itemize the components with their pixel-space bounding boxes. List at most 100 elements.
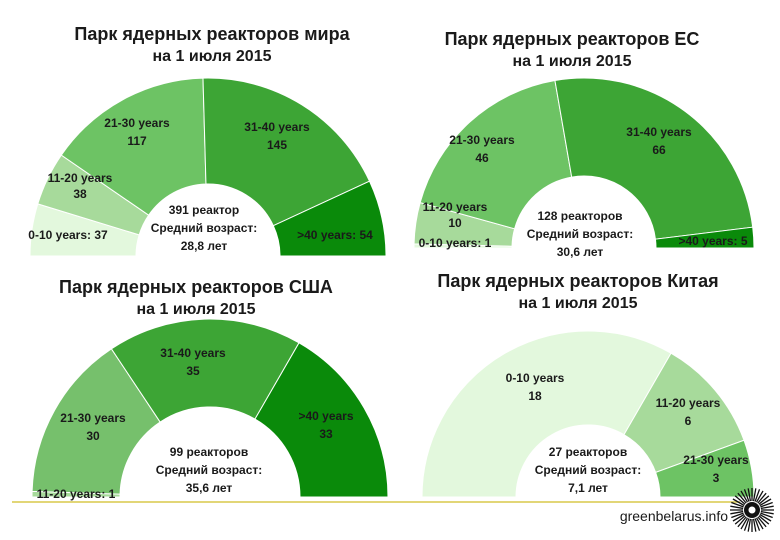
chart-usa-title: Парк ядерных реакторов США: [59, 277, 333, 297]
segment-category-label: 0-10 years: [506, 371, 565, 385]
logo-ray: [760, 501, 773, 508]
logo-ray: [732, 498, 745, 507]
segment-label: 0-10 years: 37: [28, 228, 108, 242]
logo-ray: [760, 512, 773, 519]
chart-usa: Парк ядерных реакторов США на 1 июля 201…: [31, 277, 389, 501]
segment-category-label: 11-20 years: [48, 171, 113, 185]
chart-world-labels: 0-10 years: 37 11-20 years 38 21-30 years 11…: [28, 116, 373, 242]
logo-ray: [754, 489, 761, 502]
chart-usa-center-line-3: 35,6 лет: [186, 481, 233, 495]
logo-ray: [758, 495, 770, 505]
segment-value-label: 6: [685, 414, 692, 428]
segment-21-30-years: [419, 79, 573, 230]
chart-china-title: Парк ядерных реакторов Китая: [437, 271, 718, 291]
segment-0-10-years: [421, 330, 672, 498]
chart-world-subtitle: на 1 июля 2015: [153, 48, 272, 65]
segment-40-years: [272, 180, 387, 257]
segment-40-years: [254, 342, 389, 498]
segment-value-label: 10: [448, 216, 462, 230]
chart-world-segments: [29, 77, 387, 257]
chart-china-labels: 0-10 years 18 11-20 years 6 21-30 years 3: [506, 371, 749, 485]
sunburst-logo-icon: [730, 488, 774, 532]
segment-value-label: 33: [319, 427, 333, 441]
segment-value-label: 30: [86, 429, 100, 443]
chart-china-center-line-3: 7,1 лет: [568, 481, 608, 495]
segment-label: >40 years: 54: [297, 228, 373, 242]
chart-china-center-line-2: Средний возраст:: [535, 463, 642, 477]
logo-ray: [740, 490, 749, 503]
logo-ray: [752, 488, 757, 502]
logo-ray: [759, 513, 772, 522]
segment-category-label: 31-40 years: [244, 120, 310, 134]
logo-ray: [755, 490, 764, 503]
segment-value-label: 66: [652, 143, 666, 157]
logo-ray: [760, 510, 774, 515]
segment-value-label: 18: [528, 389, 542, 403]
chart-usa-center-line-1: 99 реакторов: [170, 445, 248, 459]
segment-category-label: >40 years: [298, 409, 353, 423]
logo-ray: [752, 518, 757, 532]
chart-usa-subtitle: на 1 июля 2015: [137, 301, 256, 318]
chart-world-title: Парк ядерных реакторов мира: [74, 24, 350, 44]
logo-ray: [743, 489, 750, 502]
segment-value-label: 3: [713, 471, 720, 485]
logo-center: [748, 506, 756, 514]
logo-ray: [730, 510, 744, 515]
chart-eu-segments: [413, 77, 755, 249]
chart-china: Парк ядерных реакторов Китая на 1 июля 2…: [421, 271, 755, 498]
logo-ray: [731, 512, 744, 519]
logo-ray: [757, 516, 767, 528]
segment-value-label: 117: [127, 134, 147, 148]
chart-eu-center-line-3: 30,6 лет: [557, 245, 604, 259]
segment-40-years: [654, 226, 755, 249]
chart-eu-subtitle: на 1 июля 2015: [513, 53, 632, 70]
segment-category-label: 21-30 years: [104, 116, 170, 130]
chart-eu-title: Парк ядерных реакторов ЕС: [445, 29, 700, 49]
logo-ray: [734, 495, 746, 505]
chart-china-center-line-1: 27 реакторов: [549, 445, 627, 459]
logo-ray: [730, 505, 744, 510]
logo-ray: [743, 518, 750, 531]
segment-category-label: 31-40 years: [160, 346, 226, 360]
segment-category-label: 21-30 years: [449, 133, 515, 147]
segment-21-30-years: [31, 348, 161, 495]
chart-world: Парк ядерных реакторов мира на 1 июля 20…: [28, 24, 387, 257]
logo-ray: [747, 518, 752, 532]
chart-usa-center-line-2: Средний возраст:: [156, 463, 263, 477]
chart-usa-labels: 11-20 years: 1 21-30 years 30 31-40 years 35…: [37, 346, 354, 501]
chart-eu-center-line-1: 128 реакторов: [537, 209, 622, 223]
logo-ray: [737, 492, 747, 504]
segment-category-label: 21-30 years: [60, 411, 126, 425]
segment-category-label: 21-30 years: [683, 453, 749, 467]
segment-value-label: 46: [475, 151, 489, 165]
segment-label: 0-10 years: 1: [419, 236, 492, 250]
chart-eu-labels: 0-10 years: 1 11-20 years 10 21-30 years 46 3…: [419, 125, 748, 250]
credit-text: greenbelarus.info: [620, 508, 728, 524]
chart-china-subtitle: на 1 июля 2015: [519, 295, 638, 312]
segment-category-label: 31-40 years: [626, 125, 692, 139]
chart-world-center-line-3: 28,8 лет: [181, 239, 228, 253]
logo-ray: [758, 515, 770, 525]
logo-ray: [747, 488, 752, 502]
segment-category-label: 11-20 years: [423, 200, 488, 214]
segment-31-40-years: [110, 318, 300, 423]
segment-value-label: 35: [186, 364, 200, 378]
logo-ray: [734, 515, 746, 525]
segment-31-40-years: [202, 77, 371, 227]
chart-world-center-line-1: 391 реактор: [169, 203, 239, 217]
chart-usa-segments: [31, 318, 389, 498]
logo-ray: [740, 517, 749, 530]
segment-category-label: 11-20 years: [656, 396, 721, 410]
segment-label: >40 years: 5: [678, 234, 747, 248]
chart-eu: Парк ядерных реакторов ЕС на 1 июля 2015…: [413, 29, 755, 259]
logo-ray: [755, 517, 764, 530]
logo-ray: [759, 498, 772, 507]
segment-31-40-years: [554, 77, 754, 240]
segment-value-label: 38: [73, 187, 87, 201]
logo-ray: [754, 518, 761, 531]
chart-world-center-line-2: Средний возраст:: [151, 221, 258, 235]
logo-ray: [732, 513, 745, 522]
chart-china-segments: [421, 330, 755, 498]
logo-ray: [731, 501, 744, 508]
logo-ray: [757, 492, 767, 504]
